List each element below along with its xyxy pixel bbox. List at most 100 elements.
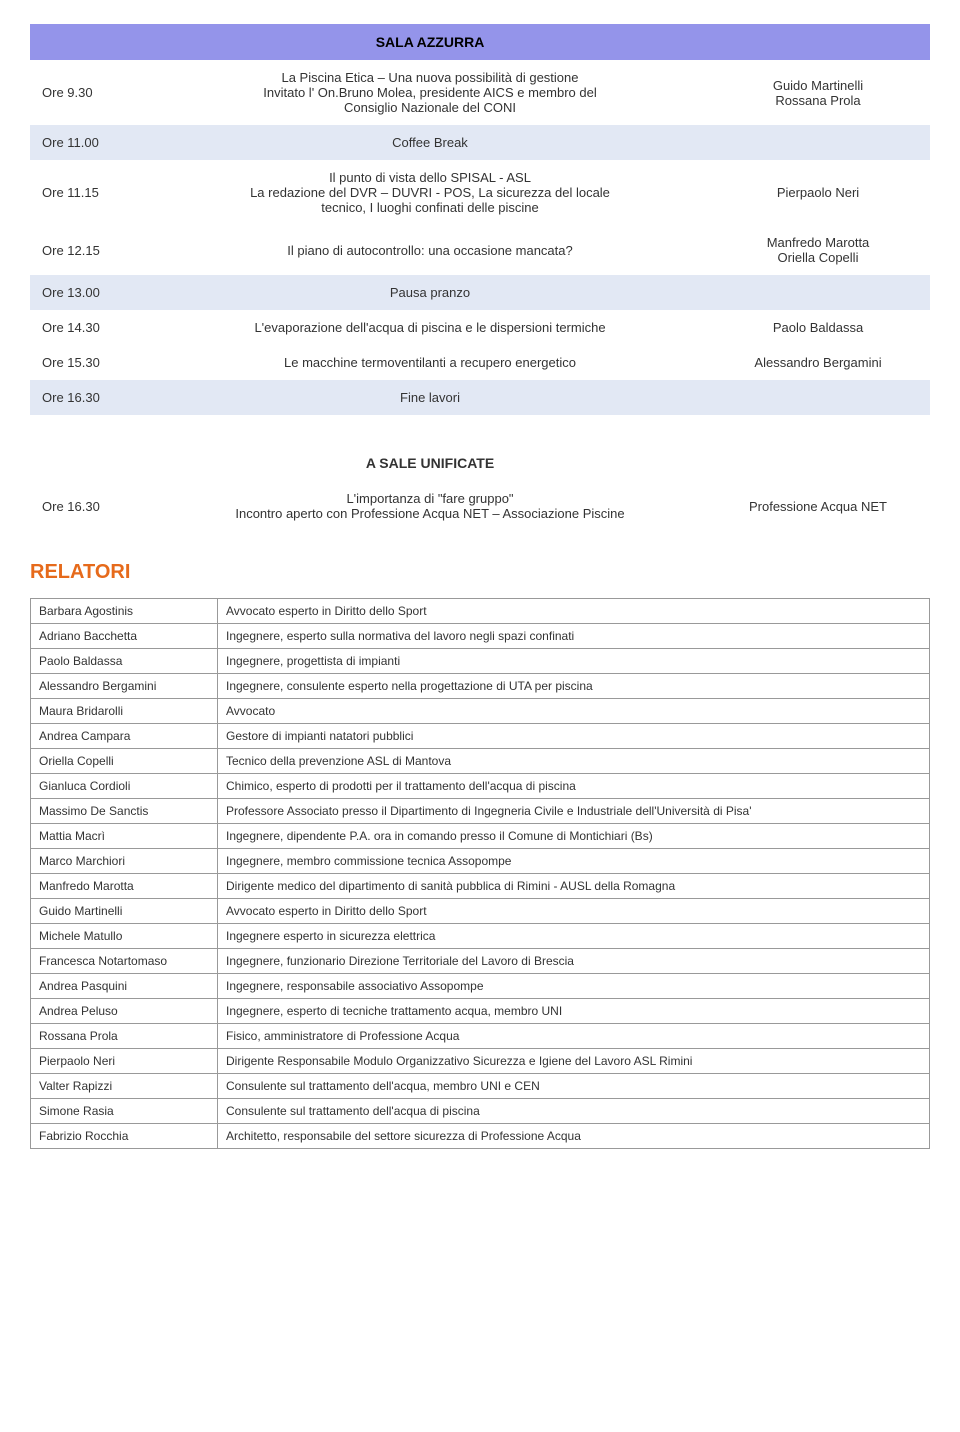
relatori-name: Guido Martinelli	[31, 899, 218, 924]
relatori-name: Maura Bridarolli	[31, 699, 218, 724]
unified-speaker: Professione Acqua NET	[706, 481, 930, 531]
relatori-role: Consulente sul trattamento dell'acqua, m…	[218, 1074, 930, 1099]
relatori-name: Gianluca Cordioli	[31, 774, 218, 799]
schedule-speaker: Alessandro Bergamini	[706, 345, 930, 380]
schedule-row: Ore 11.15Il punto di vista dello SPISAL …	[30, 160, 930, 225]
relatori-role: Ingegnere, consulente esperto nella prog…	[218, 674, 930, 699]
schedule-speaker	[706, 275, 930, 310]
relatori-row: Gianluca CordioliChimico, esperto di pro…	[31, 774, 930, 799]
schedule-desc: Il piano di autocontrollo: una occasione…	[154, 225, 706, 275]
schedule-time: Ore 12.15	[30, 225, 154, 275]
relatori-role: Dirigente medico del dipartimento di san…	[218, 874, 930, 899]
relatori-row: Simone RasiaConsulente sul trattamento d…	[31, 1099, 930, 1124]
schedule-time: Ore 11.15	[30, 160, 154, 225]
relatori-role: Gestore di impianti natatori pubblici	[218, 724, 930, 749]
schedule-row: Ore 15.30Le macchine termoventilanti a r…	[30, 345, 930, 380]
schedule-row: Ore 11.00Coffee Break	[30, 125, 930, 160]
relatori-row: Rossana ProlaFisico, amministratore di P…	[31, 1024, 930, 1049]
relatori-role: Ingegnere, funzionario Direzione Territo…	[218, 949, 930, 974]
schedule-row: Ore 12.15Il piano di autocontrollo: una …	[30, 225, 930, 275]
schedule-desc: Fine lavori	[154, 380, 706, 415]
relatori-row: Oriella CopelliTecnico della prevenzione…	[31, 749, 930, 774]
schedule-time: Ore 14.30	[30, 310, 154, 345]
relatori-name: Francesca Notartomaso	[31, 949, 218, 974]
schedule-desc: Il punto di vista dello SPISAL - ASL La …	[154, 160, 706, 225]
relatori-row: Michele MatulloIngegnere esperto in sicu…	[31, 924, 930, 949]
relatori-row: Barbara AgostinisAvvocato esperto in Dir…	[31, 599, 930, 624]
schedule-row: Ore 14.30L'evaporazione dell'acqua di pi…	[30, 310, 930, 345]
schedule-desc: Le macchine termoventilanti a recupero e…	[154, 345, 706, 380]
relatori-name: Mattia Macrì	[31, 824, 218, 849]
relatori-role: Tecnico della prevenzione ASL di Mantova	[218, 749, 930, 774]
relatori-row: Guido MartinelliAvvocato esperto in Diri…	[31, 899, 930, 924]
relatori-name: Fabrizio Rocchia	[31, 1124, 218, 1149]
relatori-name: Adriano Bacchetta	[31, 624, 218, 649]
schedule-time: Ore 11.00	[30, 125, 154, 160]
relatori-heading: RELATORI	[30, 561, 930, 584]
relatori-role: Avvocato esperto in Diritto dello Sport	[218, 599, 930, 624]
relatori-name: Andrea Peluso	[31, 999, 218, 1024]
relatori-role: Ingegnere, progettista di impianti	[218, 649, 930, 674]
relatori-row: Mattia MacrìIngegnere, dipendente P.A. o…	[31, 824, 930, 849]
schedule-desc: L'evaporazione dell'acqua di piscina e l…	[154, 310, 706, 345]
schedule-row: Ore 13.00Pausa pranzo	[30, 275, 930, 310]
relatori-role: Ingegnere esperto in sicurezza elettrica	[218, 924, 930, 949]
relatori-name: Paolo Baldassa	[31, 649, 218, 674]
relatori-name: Valter Rapizzi	[31, 1074, 218, 1099]
relatori-role: Fisico, amministratore di Professione Ac…	[218, 1024, 930, 1049]
schedule-time: Ore 13.00	[30, 275, 154, 310]
relatori-role: Avvocato	[218, 699, 930, 724]
schedule-time: Ore 16.30	[30, 380, 154, 415]
relatori-row: Manfredo MarottaDirigente medico del dip…	[31, 874, 930, 899]
relatori-role: Professore Associato presso il Dipartime…	[218, 799, 930, 824]
unified-row: Ore 16.30 L'importanza di "fare gruppo" …	[30, 481, 930, 531]
schedule-speaker: Paolo Baldassa	[706, 310, 930, 345]
relatori-row: Andrea CamparaGestore di impianti natato…	[31, 724, 930, 749]
relatori-name: Simone Rasia	[31, 1099, 218, 1124]
relatori-row: Alessandro BergaminiIngegnere, consulent…	[31, 674, 930, 699]
schedule-row: Ore 16.30Fine lavori	[30, 380, 930, 415]
relatori-role: Dirigente Responsabile Modulo Organizzat…	[218, 1049, 930, 1074]
relatori-row: Marco MarchioriIngegnere, membro commiss…	[31, 849, 930, 874]
schedule-time: Ore 9.30	[30, 60, 154, 125]
relatori-name: Massimo De Sanctis	[31, 799, 218, 824]
schedule-speaker: Pierpaolo Neri	[706, 160, 930, 225]
unified-header: A SALE UNIFICATE	[154, 445, 706, 481]
relatori-row: Pierpaolo NeriDirigente Responsabile Mod…	[31, 1049, 930, 1074]
schedule-speaker: Manfredo Marotta Oriella Copelli	[706, 225, 930, 275]
schedule-desc: Coffee Break	[154, 125, 706, 160]
relatori-role: Ingegnere, dipendente P.A. ora in comand…	[218, 824, 930, 849]
relatori-role: Ingegnere, esperto di tecniche trattamen…	[218, 999, 930, 1024]
relatori-name: Marco Marchiori	[31, 849, 218, 874]
relatori-role: Ingegnere, responsabile associativo Asso…	[218, 974, 930, 999]
schedule-speaker	[706, 125, 930, 160]
relatori-row: Maura BridarolliAvvocato	[31, 699, 930, 724]
relatori-name: Andrea Pasquini	[31, 974, 218, 999]
relatori-row: Paolo BaldassaIngegnere, progettista di …	[31, 649, 930, 674]
relatori-role: Ingegnere, membro commissione tecnica As…	[218, 849, 930, 874]
relatori-name: Andrea Campara	[31, 724, 218, 749]
unified-time: Ore 16.30	[30, 481, 154, 531]
relatori-name: Alessandro Bergamini	[31, 674, 218, 699]
relatori-row: Adriano BacchettaIngegnere, esperto sull…	[31, 624, 930, 649]
relatori-name: Barbara Agostinis	[31, 599, 218, 624]
schedule-row: Ore 9.30La Piscina Etica – Una nuova pos…	[30, 60, 930, 125]
schedule-desc: La Piscina Etica – Una nuova possibilità…	[154, 60, 706, 125]
relatori-name: Oriella Copelli	[31, 749, 218, 774]
relatori-name: Pierpaolo Neri	[31, 1049, 218, 1074]
schedule-speaker: Guido Martinelli Rossana Prola	[706, 60, 930, 125]
schedule-speaker	[706, 380, 930, 415]
schedule-table: SALA AZZURRA Ore 9.30La Piscina Etica – …	[30, 24, 930, 415]
relatori-role: Architetto, responsabile del settore sic…	[218, 1124, 930, 1149]
schedule-desc: Pausa pranzo	[154, 275, 706, 310]
relatori-role: Avvocato esperto in Diritto dello Sport	[218, 899, 930, 924]
unified-header-row: A SALE UNIFICATE	[30, 445, 930, 481]
relatori-row: Fabrizio RocchiaArchitetto, responsabile…	[31, 1124, 930, 1149]
relatori-role: Consulente sul trattamento dell'acqua di…	[218, 1099, 930, 1124]
schedule-time: Ore 15.30	[30, 345, 154, 380]
relatori-row: Massimo De SanctisProfessore Associato p…	[31, 799, 930, 824]
relatori-name: Manfredo Marotta	[31, 874, 218, 899]
schedule-header-row: SALA AZZURRA	[30, 24, 930, 60]
unified-desc: L'importanza di "fare gruppo" Incontro a…	[154, 481, 706, 531]
unified-table: A SALE UNIFICATE Ore 16.30 L'importanza …	[30, 445, 930, 531]
